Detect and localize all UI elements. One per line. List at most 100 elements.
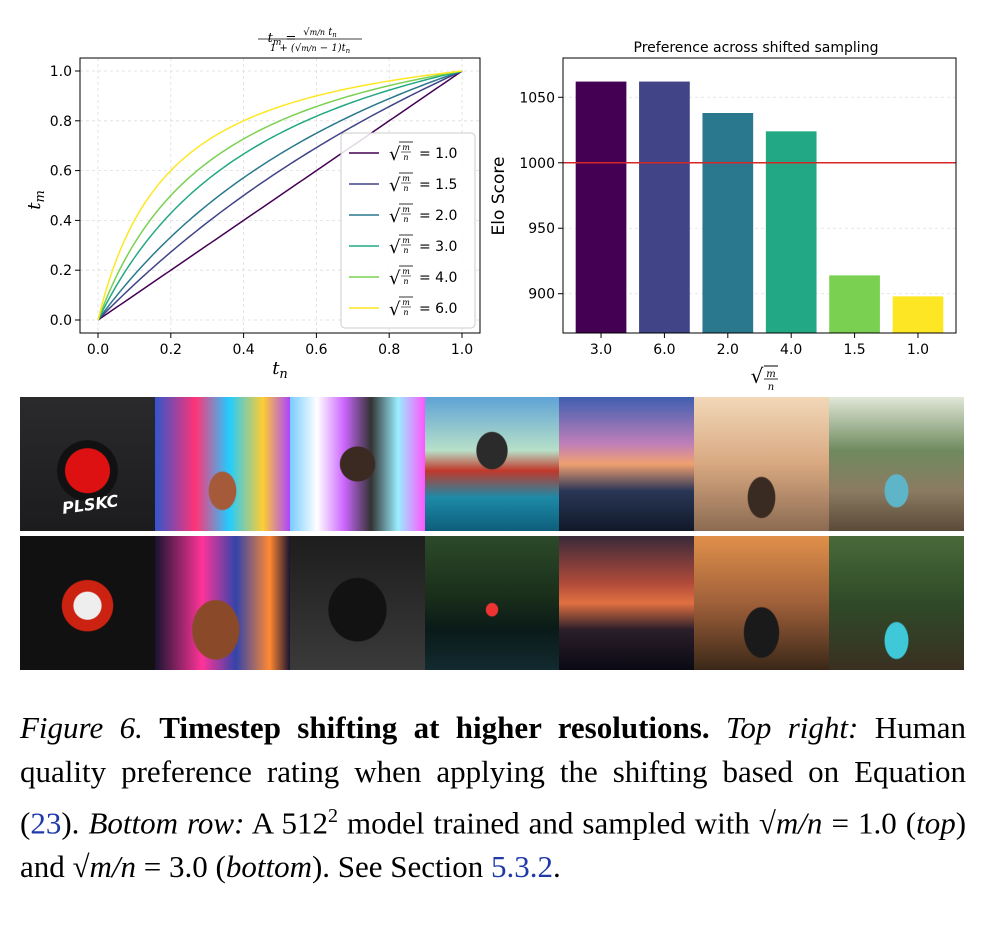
image-illustration <box>289 397 425 531</box>
legend-n: n <box>403 184 408 193</box>
bar <box>702 113 754 333</box>
image-illustration <box>694 536 830 670</box>
line-chart-series <box>97 70 463 321</box>
image-illustration <box>154 536 290 670</box>
x-tick-label: 1.0 <box>907 342 929 358</box>
bar <box>892 296 944 333</box>
svg-text:m: m <box>766 369 775 380</box>
legend-sqrt: √ <box>389 268 401 289</box>
x-tick-label: 0.0 <box>87 342 109 358</box>
factory-sunset-icon <box>559 536 695 670</box>
legend-m: m <box>402 267 410 276</box>
image-illustration <box>20 536 155 670</box>
woman-times-square-icon <box>154 397 290 531</box>
legend-m: m <box>402 205 410 214</box>
legend-m: m <box>402 298 410 307</box>
x-tick-label: 1.0 <box>451 342 473 358</box>
legend-sqrt: √ <box>389 144 401 165</box>
caption-sup: 2 <box>327 805 338 827</box>
legend-sqrt: √ <box>389 175 401 196</box>
figure-caption: Figure 6. Timestep shifting at higher re… <box>20 706 966 889</box>
legend-math: √ mn <box>389 203 413 227</box>
caption-eq-ref[interactable]: 23 <box>30 805 62 841</box>
image-illustration <box>289 536 425 670</box>
man-leather-jacket-icon <box>289 397 425 531</box>
caption-fig-label: Figure 6. <box>20 710 143 745</box>
vintage-car-icon <box>694 397 830 531</box>
line-chart-xlabel: tn <box>272 358 288 382</box>
image-illustration <box>559 397 695 531</box>
legend-n: n <box>403 277 408 286</box>
legend-n: n <box>403 153 408 162</box>
legend-sqrt: √ <box>389 206 401 227</box>
legend-math: √ mn <box>389 265 413 289</box>
caption-text6: ). See Section <box>311 849 484 885</box>
caption-top-word: top <box>916 805 956 841</box>
bar-chart-ylabel: Elo Score <box>489 157 509 236</box>
bar <box>575 81 627 333</box>
bar <box>765 131 817 333</box>
series-line <box>97 70 463 321</box>
caption-section-ref[interactable]: 5.3.2 <box>491 849 554 885</box>
line-chart-ylabel: tm <box>24 190 48 210</box>
pagoda-pond-icon <box>424 397 560 531</box>
man-leather-jacket-icon <box>289 536 425 670</box>
series-line <box>97 70 463 321</box>
y-tick-label: 1.0 <box>50 64 72 80</box>
y-tick-label: 0.6 <box>50 164 72 180</box>
bar-chart: Preference across shifted sampling 900 95… <box>489 40 957 393</box>
y-tick-label: 900 <box>528 287 555 303</box>
series-line <box>97 70 463 321</box>
svg-text:1 + (√m/n − 1)tn: 1 + (√m/n − 1)tn <box>270 43 351 55</box>
charts-canvas: tm = √m/n tn 1 + (√m/n − 1)tn 0.0 0.2 0.4 0… <box>24 27 957 393</box>
vintage-car-icon <box>694 536 830 670</box>
image-illustration <box>694 397 830 531</box>
y-tick-label: 0.8 <box>50 114 72 130</box>
series-line <box>97 70 463 321</box>
y-tick-label: 0.2 <box>50 263 72 279</box>
y-tick-label: 1050 <box>519 90 555 106</box>
legend-label: = 2.0 <box>419 208 457 224</box>
image-row-top: PLSKC <box>20 397 964 531</box>
y-tick-label: 0.4 <box>50 213 72 229</box>
series-line <box>97 70 463 321</box>
image-illustration <box>20 397 155 531</box>
y-tick-label: 1000 <box>519 156 555 172</box>
caption-top-right-label: Top right: <box>725 710 859 745</box>
bar <box>639 81 690 333</box>
svg-text:n: n <box>768 382 774 393</box>
x-tick-label: 6.0 <box>653 342 675 358</box>
y-tick-label: 0.0 <box>50 313 72 329</box>
x-tick-label: 0.4 <box>232 342 254 358</box>
legend-sqrt: √ <box>389 237 401 258</box>
svg-text:√m/n tn: √m/n tn <box>303 27 337 39</box>
image-illustration <box>829 397 964 531</box>
legend-m: m <box>402 236 410 245</box>
legend-n: n <box>403 308 408 317</box>
legend-m: m <box>402 174 410 183</box>
caption-text2: ). <box>61 805 80 841</box>
legend-math: √ mn <box>389 141 413 165</box>
legend-math: √ mn <box>389 234 413 258</box>
image-illustration <box>424 397 560 531</box>
pagoda-pond-icon <box>424 536 560 670</box>
legend-label: = 1.0 <box>419 146 457 162</box>
woman-times-square-icon <box>154 536 290 670</box>
x-tick-label: 0.2 <box>160 342 182 358</box>
legend-math: √ mn <box>389 172 413 196</box>
legend-label: = 4.0 <box>419 270 457 286</box>
legend-label: = 1.5 <box>419 177 457 193</box>
y-tick-label: 950 <box>528 221 555 237</box>
bar-chart-bars <box>575 81 944 333</box>
jungle-temple-icon <box>829 536 964 670</box>
caption-val-top: = 1.0 ( <box>831 805 917 841</box>
caption-bottom-word: bottom <box>225 849 312 885</box>
caption-text4: model trained and sampled with <box>347 805 750 841</box>
line-chart-title-fraction: √m/n tn 1 + (√m/n − 1)tn <box>258 27 362 55</box>
legend-math: √ mn <box>389 296 413 320</box>
caption-text1: Human quality preference rating when app… <box>20 710 966 841</box>
image-row-bottom <box>20 536 964 670</box>
legend-m: m <box>402 143 410 152</box>
legend-label: = 6.0 <box>419 301 457 317</box>
caption-math-2: √m/n <box>72 849 137 885</box>
